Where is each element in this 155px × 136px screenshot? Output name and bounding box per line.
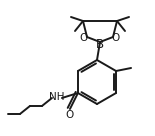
Text: B: B (96, 38, 104, 52)
Text: NH: NH (49, 92, 65, 102)
Text: O: O (66, 110, 74, 120)
Text: O: O (80, 33, 88, 43)
Text: O: O (112, 33, 120, 43)
